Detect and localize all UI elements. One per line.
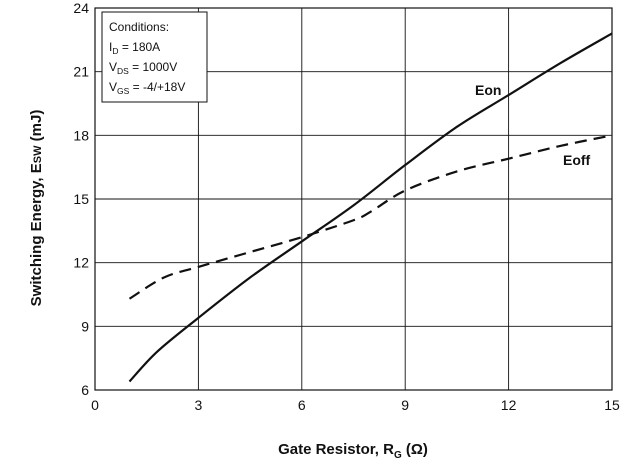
x-axis-title: Gate Resistor, RG (Ω): [278, 441, 428, 461]
series-line-eon: [128, 32, 613, 383]
x-tick-label: 6: [298, 397, 306, 413]
y-tick-label: 18: [73, 127, 89, 143]
y-tick-label: 6: [81, 382, 89, 398]
y-tick-label: 21: [73, 64, 89, 80]
condition-vgs: VGS = -4/+18V: [109, 80, 185, 96]
y-tick-label: 15: [73, 191, 89, 207]
x-tick-labels: 0 3 6 9 12 15: [91, 397, 620, 413]
x-tick-label: 0: [91, 397, 99, 413]
condition-vds: VDS = 1000V: [109, 60, 177, 76]
series-label-eon: Eon: [475, 82, 501, 98]
y-tick-label: 24: [73, 0, 89, 16]
conditions-title: Conditions:: [109, 20, 169, 34]
conditions-box: Conditions: ID = 180A VDS = 1000V VGS = …: [101, 11, 208, 103]
x-tick-label: 12: [501, 397, 517, 413]
x-tick-label: 15: [604, 397, 620, 413]
series-layer: [128, 32, 613, 383]
series-line-eoff: [128, 134, 613, 300]
plot-frame: [94, 7, 613, 391]
y-tick-labels: 6 9 12 15 18 21 24: [73, 0, 89, 398]
series-label-eoff: Eoff: [563, 152, 591, 168]
x-tick-label: 9: [401, 397, 409, 413]
y-axis-title: Switching Energy, ESW (mJ): [28, 110, 45, 307]
x-tick-label: 3: [195, 397, 203, 413]
condition-id: ID = 180A: [109, 40, 160, 56]
y-tick-label: 12: [73, 255, 89, 271]
y-tick-label: 9: [81, 318, 89, 334]
